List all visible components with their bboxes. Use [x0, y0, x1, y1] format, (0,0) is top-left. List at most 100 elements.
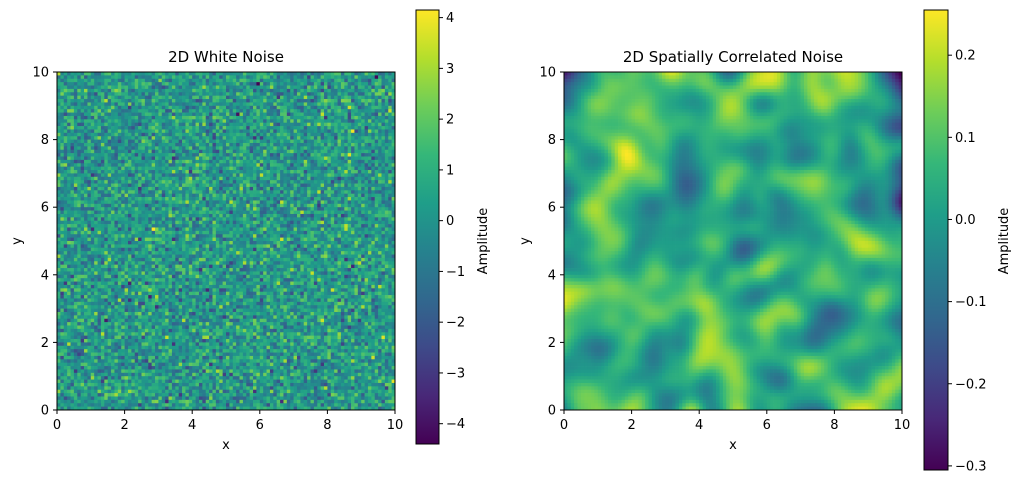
heatmap-cell	[138, 197, 142, 201]
heatmap-cell	[266, 129, 271, 134]
heatmap-cell	[330, 82, 335, 86]
heatmap-cell	[239, 88, 244, 93]
heatmap-cell	[371, 186, 376, 191]
heatmap-cell	[209, 92, 213, 97]
heatmap-cell	[290, 109, 294, 113]
heatmap-cell	[141, 234, 146, 238]
heatmap-cell	[310, 159, 315, 164]
heatmap-cell	[67, 190, 71, 195]
heatmap-cell	[70, 230, 75, 235]
heatmap-cell	[317, 217, 321, 222]
heatmap-cell	[378, 197, 382, 201]
heatmap-cell	[232, 105, 237, 110]
heatmap-cell	[391, 115, 396, 120]
heatmap-cell	[70, 207, 75, 211]
heatmap-cell	[90, 153, 95, 157]
heatmap-cell	[158, 122, 163, 127]
heatmap-cell	[161, 170, 166, 174]
heatmap-cell	[340, 153, 345, 157]
heatmap-cell	[100, 220, 105, 225]
heatmap-cell	[391, 207, 396, 211]
heatmap-cell	[283, 186, 288, 191]
heatmap-cell	[310, 72, 315, 76]
heatmap-cell	[354, 170, 359, 174]
heatmap-cell	[195, 213, 200, 218]
heatmap-cell	[134, 190, 139, 195]
heatmap-cell	[239, 176, 244, 181]
heatmap-cell	[232, 88, 237, 93]
heatmap-cell	[229, 220, 234, 225]
heatmap-cell	[141, 197, 146, 201]
heatmap-cell	[327, 139, 332, 144]
heatmap-cell	[141, 126, 146, 130]
heatmap-cell	[351, 142, 355, 147]
heatmap-cell	[263, 82, 267, 86]
heatmap-cell	[202, 85, 207, 90]
heatmap-cell	[290, 139, 294, 144]
heatmap-cell	[283, 72, 288, 76]
heatmap-cell	[73, 207, 78, 211]
heatmap-cell	[90, 186, 95, 191]
heatmap-cell	[371, 153, 376, 157]
heatmap-cell	[73, 230, 78, 235]
heatmap-cell	[364, 132, 369, 137]
heatmap-cell	[219, 217, 223, 222]
heatmap-cell	[70, 213, 75, 218]
heatmap-cell	[256, 186, 261, 191]
heatmap-cell	[155, 126, 159, 130]
heatmap-cell	[378, 210, 382, 215]
heatmap-cell	[239, 224, 244, 228]
heatmap-cell	[340, 109, 345, 113]
heatmap-cell	[388, 146, 392, 151]
heatmap-cell	[144, 159, 149, 164]
heatmap-cell	[198, 129, 203, 134]
heatmap-cell	[374, 102, 379, 107]
heatmap-cell	[378, 224, 382, 228]
heatmap-cell	[236, 163, 240, 167]
heatmap-cell	[317, 180, 321, 184]
heatmap-cell	[293, 78, 298, 83]
heatmap-cell	[73, 217, 78, 222]
heatmap-cell	[303, 183, 308, 188]
heatmap-cell	[391, 153, 396, 157]
heatmap-cell	[273, 224, 278, 228]
heatmap-cell	[168, 72, 173, 76]
heatmap-cell	[371, 95, 376, 100]
heatmap-cell	[378, 78, 382, 83]
heatmap-cell	[357, 186, 362, 191]
heatmap-cell	[232, 99, 237, 103]
heatmap-cell	[138, 166, 142, 171]
heatmap-cell	[117, 153, 122, 157]
heatmap-cell	[286, 149, 291, 154]
heatmap-cell	[327, 210, 332, 215]
heatmap-cell	[283, 234, 288, 238]
heatmap-cell	[337, 234, 342, 238]
heatmap-cell	[144, 230, 149, 235]
heatmap-cell	[242, 217, 247, 222]
heatmap-cell	[361, 183, 365, 188]
heatmap-cell	[361, 105, 365, 110]
heatmap-cell	[337, 176, 342, 181]
heatmap-cell	[165, 149, 169, 154]
heatmap-cell	[117, 115, 122, 120]
heatmap-cell	[178, 126, 183, 130]
heatmap-cell	[263, 190, 267, 195]
heatmap-cell	[171, 112, 176, 117]
heatmap-cell	[303, 95, 308, 100]
heatmap-cell	[283, 78, 288, 83]
heatmap-cell	[175, 190, 180, 195]
heatmap-cell	[97, 170, 102, 174]
heatmap-cell	[114, 82, 119, 86]
heatmap-cell	[283, 132, 288, 137]
heatmap-cell	[205, 109, 210, 113]
heatmap-cell	[256, 129, 261, 134]
heatmap-cell	[134, 213, 139, 218]
heatmap-cell	[104, 139, 109, 144]
heatmap-cell	[357, 146, 362, 151]
heatmap-cell	[94, 234, 98, 238]
heatmap-cell	[198, 227, 203, 232]
heatmap-cell	[351, 102, 355, 107]
heatmap-cell	[141, 180, 146, 184]
heatmap-cell	[215, 85, 220, 90]
heatmap-cell	[300, 190, 305, 195]
